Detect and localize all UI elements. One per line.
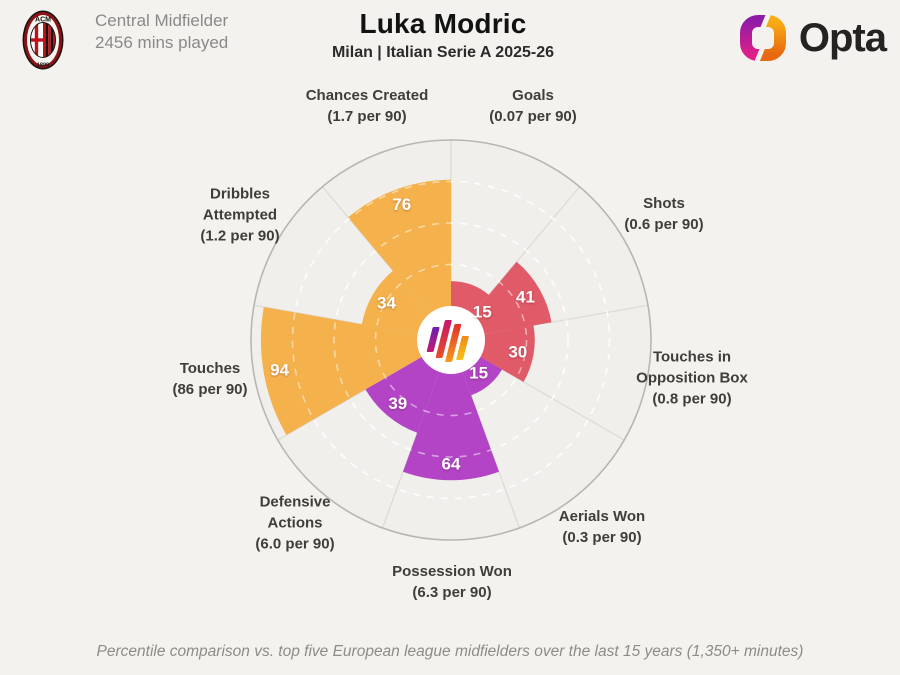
category-label-touches-in-opposition-box: Touches in Opposition Box (0.8 per 90)	[636, 348, 748, 408]
value-label: 41	[516, 288, 535, 307]
page-subtitle: Milan | Italian Serie A 2025-26	[331, 44, 555, 61]
opta-slash-mark-icon	[426, 320, 469, 362]
minutes-played: 2456 mins played	[95, 33, 229, 52]
ac-milan-crest: ACM 1899	[22, 10, 64, 70]
category-label-touches: Touches (86 per 90)	[172, 360, 248, 398]
outer-ring	[250, 139, 652, 541]
category-label-possession-won: Possession Won (6.3 per 90)	[392, 563, 512, 601]
opta-logo-icon	[739, 11, 786, 65]
svg-text:ACM: ACM	[35, 17, 51, 24]
gridlines-over-slices	[291, 180, 552, 481]
value-label: 30	[508, 342, 527, 361]
value-label: 34	[377, 293, 396, 312]
value-label: 15	[469, 363, 488, 382]
title-block: Luka Modric Milan | Italian Serie A 2025…	[332, 8, 554, 62]
category-label-defensive-actions: Defensive Actions (6.0 per 90)	[255, 493, 335, 553]
opta-wordmark: Opta	[798, 15, 887, 60]
category-label-shots: Shots (0.6 per 90)	[624, 195, 704, 233]
opta-brand: Opta	[735, 10, 887, 66]
percentile-value-labels: 15 41 30 15 64 39 94 34 76	[270, 195, 535, 474]
category-label-aerials-won: Aerials Won (0.3 per 90)	[558, 508, 646, 546]
value-label: 15	[473, 302, 492, 321]
page-title: Luka Modric	[359, 8, 527, 39]
category-label-chances-created: Chances Created (1.7 per 90)	[305, 87, 429, 125]
value-label: 64	[442, 455, 461, 474]
value-label: 76	[392, 195, 411, 214]
methodology-caption: Percentile comparison vs. top five Europ…	[96, 643, 804, 660]
player-meta: Central Midfielder 2456 mins played	[95, 10, 228, 54]
value-label: 94	[270, 361, 289, 380]
category-label-dribbles-attempted: Dribbles Attempted (1.2 per 90)	[200, 185, 280, 245]
category-label-goals: Goals (0.07 per 90)	[489, 87, 577, 125]
svg-text:1899: 1899	[37, 63, 49, 69]
value-label: 39	[388, 394, 407, 413]
player-position: Central Midfielder	[95, 11, 229, 30]
percentile-slices	[260, 179, 552, 481]
